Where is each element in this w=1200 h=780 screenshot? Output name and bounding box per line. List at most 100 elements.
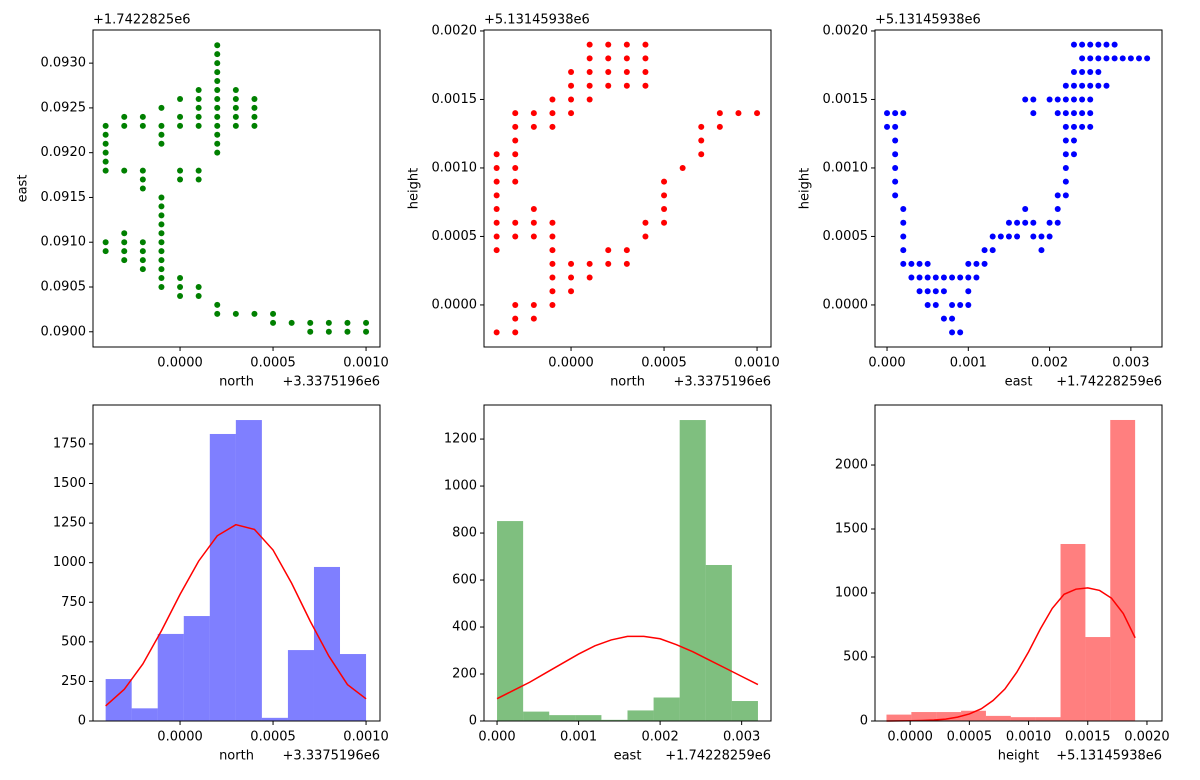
point	[530, 233, 537, 240]
point	[232, 86, 239, 93]
y-tick-label: 0	[860, 714, 868, 729]
bar	[340, 654, 367, 721]
point	[158, 212, 165, 219]
point	[924, 274, 931, 281]
bar	[575, 715, 602, 721]
point	[158, 203, 165, 210]
point	[139, 122, 146, 129]
y-tick-label: 0.0005	[823, 229, 869, 244]
point	[270, 310, 277, 317]
y-tick-label: 250	[61, 674, 86, 689]
point	[1070, 69, 1077, 76]
point	[940, 315, 947, 322]
point	[1111, 41, 1118, 48]
point	[214, 131, 221, 138]
point	[214, 301, 221, 308]
point	[214, 69, 221, 76]
point	[605, 69, 612, 76]
axes-frame	[874, 404, 1163, 722]
x-tick-label: 0.0015	[1065, 730, 1111, 745]
bar	[497, 521, 524, 721]
point	[232, 104, 239, 111]
point	[949, 301, 956, 308]
axes-frame	[483, 404, 772, 722]
bar	[1060, 543, 1086, 721]
point	[177, 95, 184, 102]
point	[1095, 41, 1102, 48]
subplot: 0.0000 0.0005 0.0010 0 250 500 750 1000 1250 1500…	[53, 404, 389, 764]
y-tick-label: 800	[452, 526, 477, 541]
point	[121, 113, 128, 120]
y-tick-label: 0.0000	[432, 297, 478, 312]
point	[661, 219, 668, 226]
point	[1087, 55, 1094, 62]
point	[512, 315, 519, 322]
point	[1005, 233, 1012, 240]
bar	[679, 420, 706, 721]
point	[940, 288, 947, 295]
bar	[985, 715, 1011, 721]
point	[139, 248, 146, 255]
point	[121, 239, 128, 246]
point	[900, 110, 907, 117]
x-tick-label: 0.0005	[641, 356, 687, 371]
point	[1022, 206, 1029, 213]
point	[957, 274, 964, 281]
point	[973, 260, 980, 267]
point	[900, 219, 907, 226]
point	[102, 140, 109, 147]
point	[1087, 123, 1094, 130]
bar	[549, 715, 576, 721]
point	[661, 178, 668, 185]
point	[981, 247, 988, 254]
point	[493, 219, 500, 226]
point	[642, 69, 649, 76]
point	[139, 185, 146, 192]
point	[158, 275, 165, 282]
subplot: 0.000 0.001 0.002 0.003 0.0000 0.0005 0.0010 0.…	[798, 13, 1163, 390]
point	[139, 176, 146, 183]
point	[1079, 96, 1086, 103]
y-tick-label: 500	[61, 634, 86, 649]
point	[158, 284, 165, 291]
point	[214, 149, 221, 156]
y-tick-label: 750	[61, 595, 86, 610]
point	[158, 221, 165, 228]
point	[892, 192, 899, 199]
point	[270, 319, 277, 326]
point	[139, 257, 146, 264]
point	[642, 41, 649, 48]
point	[679, 164, 686, 171]
x-axis-label: north	[219, 749, 254, 764]
point	[1095, 82, 1102, 89]
point	[288, 319, 295, 326]
point	[1087, 110, 1094, 117]
point	[1054, 206, 1061, 213]
x-axis-label: north	[610, 375, 645, 390]
y-tick-label: 0.0015	[432, 92, 478, 107]
point	[892, 178, 899, 185]
bar	[287, 650, 314, 721]
x-tick-label: 0.001	[950, 356, 987, 371]
point	[530, 315, 537, 322]
point	[214, 86, 221, 93]
x-tick-label: 0.0000	[548, 356, 594, 371]
point	[1079, 123, 1086, 130]
point	[1087, 69, 1094, 76]
point	[1070, 123, 1077, 130]
y-tick-label: 1500	[53, 476, 86, 491]
point	[924, 260, 931, 267]
y-tick-label: 1750	[53, 436, 86, 451]
x-axis-label: east	[614, 749, 642, 764]
point	[139, 239, 146, 246]
point	[177, 292, 184, 299]
point	[924, 301, 931, 308]
point	[549, 233, 556, 240]
point	[232, 95, 239, 102]
point	[1022, 219, 1029, 226]
point	[1054, 192, 1061, 199]
point	[512, 164, 519, 171]
y-tick-label: 0.0010	[823, 160, 869, 175]
point	[530, 206, 537, 213]
point	[1070, 41, 1077, 48]
